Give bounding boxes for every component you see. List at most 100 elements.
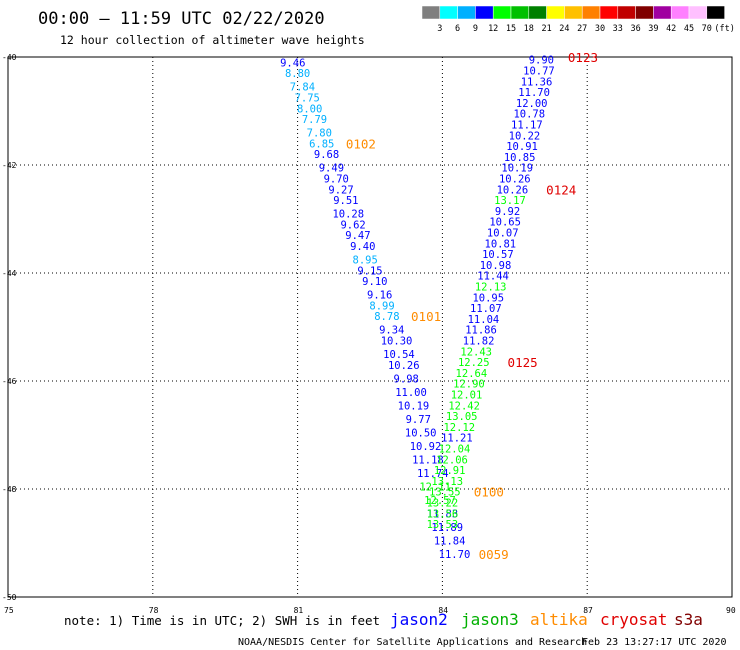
colorbar-swatch: [653, 5, 672, 20]
chart-subtitle: 12 hour collection of altimeter wave hei…: [60, 33, 365, 47]
axis-tick-labels: 75 78 81 84 87 90 -40 -42 -44 -46 -48 -50: [2, 53, 736, 615]
colorbar-label: 9: [473, 24, 478, 34]
colorbar-label: 18: [524, 24, 534, 34]
data-label-jason2: 7.75: [295, 93, 320, 105]
data-label-jason2: 9.98: [394, 373, 419, 385]
y-tick-label: -50: [2, 593, 17, 602]
data-label-jason3: 11.82: [463, 336, 495, 348]
data-label-jason3: 10.07: [487, 228, 519, 240]
plot-area: 75 78 81 84 87 90-40-42-44-46-48-50 9.468.807…: [2, 50, 736, 615]
colorbar-swatch: [635, 5, 654, 20]
y-tick-label: -46: [2, 377, 17, 386]
data-label-jason3: 10.57: [482, 249, 514, 261]
data-label-jason3: 13.13: [431, 476, 463, 488]
pass-time-label: 0102: [346, 136, 376, 151]
data-label-jason2: 12.57: [424, 495, 456, 507]
colorbar-label: 45: [684, 24, 694, 34]
colorbar-label: 3: [437, 24, 442, 34]
data-labels: 9.468.80 7.847.758.007.79 7.806.859.68 9.49…: [280, 55, 555, 561]
y-tick-label: -44: [2, 269, 17, 278]
legend-cryosat: cryosat: [600, 610, 667, 629]
data-label-jason3: 11.07: [470, 303, 502, 315]
pass-labels: 0123 0124 0125 0102 0101 0100 0059: [346, 50, 598, 562]
data-label-jason3: 12.00: [516, 98, 548, 110]
data-label-jason3: 11.21: [441, 433, 473, 445]
colorbar-swatch: [670, 5, 690, 20]
x-tick-label: 87: [583, 606, 593, 615]
colorbar-label: 12: [488, 24, 498, 34]
color-scale-legend: 3 6 9 12 15 18 21 24 27 30 33 36 39 42 45 70 (ft): [421, 5, 735, 34]
footer: note: 1) Time is in UTC; 2) SWH is in fe…: [64, 610, 727, 648]
colorbar-label: 42: [666, 24, 676, 34]
x-tick-label: 90: [726, 606, 736, 615]
data-label-jason2: 11.70: [439, 549, 471, 561]
data-label-jason2: 10.50: [405, 427, 437, 439]
colorbar-label: 36: [630, 24, 640, 34]
data-label-jason2: 9.46: [280, 57, 305, 69]
data-label-jason3: 10.26: [497, 184, 529, 196]
data-label-jason3: 10.85: [504, 152, 536, 164]
data-label-jason2: 7.84: [290, 82, 315, 94]
x-tick-label: 78: [149, 606, 159, 615]
data-label-jason2: 11.74: [417, 468, 449, 480]
colorbar-label: 39: [648, 24, 658, 34]
pass-time-label: 0125: [508, 355, 538, 370]
data-label-jason2: 9.16: [367, 290, 392, 302]
colorbar-swatch: [599, 5, 619, 20]
data-label-jason3: 10.77: [523, 66, 555, 78]
y-tick-label: -48: [2, 485, 17, 494]
x-tick-label: 81: [294, 606, 304, 615]
data-label-jason3: 10.26: [499, 174, 531, 186]
data-label-jason2: 11.83: [427, 508, 459, 520]
legend-s3a: s3a: [674, 610, 703, 629]
colorbar-swatch: [546, 5, 565, 20]
data-label-jason3: 10.19: [501, 163, 533, 175]
data-label-jason3: 12.01: [451, 390, 483, 402]
colorbar-swatch: [421, 5, 441, 20]
colorbar-swatch: [581, 5, 601, 20]
chart-title: 00:00 – 11:59 UTC 02/22/2020: [38, 9, 325, 29]
data-label-jason3: 12.04: [439, 444, 471, 456]
data-label-jason2: 6.85: [309, 138, 334, 150]
data-label-jason3: 10.95: [472, 292, 504, 304]
data-label-jason2: 8.95: [353, 255, 378, 267]
colorbar-swatch: [492, 5, 512, 20]
colorbar-swatch: [510, 5, 530, 20]
data-label-jason3: 12.91: [434, 465, 466, 477]
data-label-jason2: 8.99: [369, 300, 394, 312]
data-label-jason2: 10.92: [410, 441, 442, 453]
colorbar-swatch: [439, 5, 458, 20]
data-label-jason2: 11.00: [395, 387, 427, 399]
colorbar-swatch: [457, 5, 476, 20]
plot-frame: [7, 56, 733, 598]
data-label-jason2: 9.47: [345, 230, 370, 242]
data-label-jason2: 9.49: [319, 163, 344, 175]
data-label-jason3: 9.92: [495, 206, 520, 218]
grid-lines: [8, 57, 732, 597]
data-label-jason3: 12.06: [436, 454, 468, 466]
colorbar-swatch: [688, 5, 708, 20]
data-label-jason3: 11.36: [521, 76, 553, 88]
data-label-jason2: 10.30: [381, 336, 413, 348]
data-label-jason3: 13.56: [427, 508, 459, 520]
data-label-jason2: 9.34: [379, 325, 404, 337]
data-label-jason3: 12.42: [448, 400, 480, 412]
data-label-jason3: 13.17: [494, 195, 526, 207]
data-label-jason3: 10.22: [509, 130, 541, 142]
y-tick-label: -42: [2, 161, 17, 170]
colorbar-label: 24: [559, 24, 569, 34]
data-label-jason2: 9.62: [340, 219, 365, 231]
colorbar-label: 21: [541, 24, 551, 34]
data-label-jason2: 12.11: [419, 481, 451, 493]
footer-timestamp: Feb 23 13:27:17 UTC 2020: [582, 637, 727, 648]
data-label-jason3: 11.70: [518, 87, 550, 99]
colorbar-swatch: [475, 5, 494, 20]
data-label-jason3: 11.17: [511, 120, 543, 132]
colorbar-swatch: [706, 5, 725, 20]
data-label-jason2: 10.26: [388, 360, 420, 372]
colorbar-label: (ft): [714, 24, 734, 34]
data-label-jason2: 11.89: [431, 522, 463, 534]
data-label-jason2: 7.79: [302, 114, 327, 126]
colorbar-label: 70: [702, 24, 712, 34]
